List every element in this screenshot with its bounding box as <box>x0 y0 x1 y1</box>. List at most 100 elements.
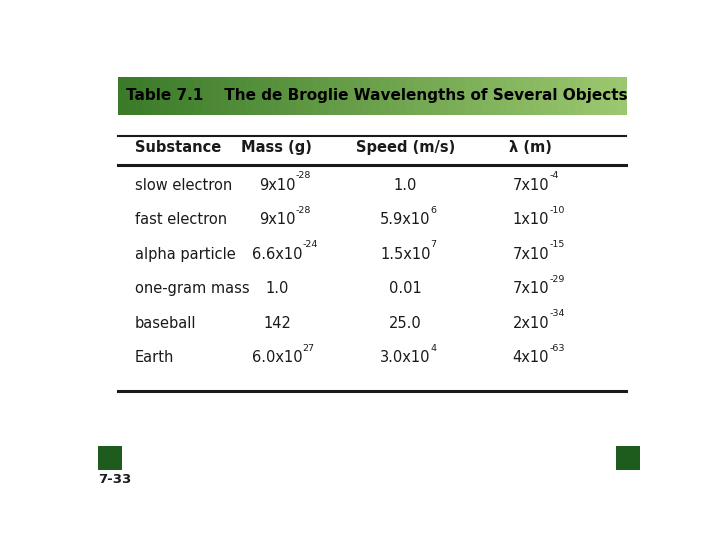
Text: Earth: Earth <box>135 350 174 366</box>
Bar <box>279 77 288 114</box>
Bar <box>583 77 593 114</box>
Bar <box>245 77 254 114</box>
Text: 27: 27 <box>302 343 314 353</box>
Text: 1.0: 1.0 <box>265 281 289 296</box>
Bar <box>220 77 229 114</box>
Text: -15: -15 <box>549 240 564 249</box>
Text: 6: 6 <box>431 206 436 214</box>
Bar <box>423 77 432 114</box>
Bar <box>304 77 314 114</box>
Bar <box>270 77 280 114</box>
Bar <box>380 77 390 114</box>
Text: λ (m): λ (m) <box>509 140 552 156</box>
Bar <box>211 77 220 114</box>
Bar <box>448 77 457 114</box>
Text: fast electron: fast electron <box>135 212 227 227</box>
Bar <box>592 77 601 114</box>
Bar <box>533 77 542 114</box>
Bar <box>168 77 179 114</box>
Bar <box>608 77 618 114</box>
Bar <box>312 77 322 114</box>
Bar <box>465 77 474 114</box>
Text: 6.0x10: 6.0x10 <box>251 350 302 366</box>
Text: -29: -29 <box>549 275 564 284</box>
Bar <box>118 77 127 114</box>
Text: -28: -28 <box>295 206 310 214</box>
Text: 4x10: 4x10 <box>513 350 549 366</box>
Bar <box>516 77 526 114</box>
Bar <box>228 77 238 114</box>
Text: 7x10: 7x10 <box>513 281 549 296</box>
Text: -10: -10 <box>549 206 564 214</box>
Bar <box>575 77 585 114</box>
Bar <box>194 77 204 114</box>
Bar <box>600 77 610 114</box>
Bar <box>287 77 297 114</box>
Text: 5.9x10: 5.9x10 <box>380 212 431 227</box>
Bar <box>364 77 373 114</box>
Text: 7x10: 7x10 <box>513 178 549 193</box>
Bar <box>355 77 364 114</box>
Bar <box>499 77 508 114</box>
Text: 1.0: 1.0 <box>394 178 417 193</box>
Text: 2x10: 2x10 <box>513 316 549 331</box>
Bar <box>617 77 627 114</box>
Bar <box>473 77 483 114</box>
Text: alpha particle: alpha particle <box>135 247 235 262</box>
Bar <box>321 77 330 114</box>
Bar <box>177 77 186 114</box>
Text: -34: -34 <box>549 309 564 318</box>
Bar <box>296 77 305 114</box>
Bar <box>372 77 382 114</box>
Text: 7x10: 7x10 <box>513 247 549 262</box>
Bar <box>616 446 639 470</box>
Bar <box>127 77 136 114</box>
Bar <box>414 77 423 114</box>
Bar <box>338 77 348 114</box>
Bar <box>507 77 517 114</box>
Bar <box>330 77 339 114</box>
Bar <box>549 77 559 114</box>
Bar <box>236 77 246 114</box>
Bar <box>482 77 491 114</box>
Bar <box>431 77 441 114</box>
Text: -4: -4 <box>549 171 559 180</box>
Bar <box>143 77 153 114</box>
Bar <box>186 77 195 114</box>
Bar <box>161 77 170 114</box>
Text: 6.6x10: 6.6x10 <box>252 247 302 262</box>
Text: -24: -24 <box>302 240 318 249</box>
Text: 25.0: 25.0 <box>389 316 422 331</box>
Text: 0.01: 0.01 <box>389 281 422 296</box>
Text: -28: -28 <box>295 171 310 180</box>
Bar <box>99 446 122 470</box>
Text: 1x10: 1x10 <box>513 212 549 227</box>
Bar <box>135 77 145 114</box>
Bar <box>202 77 212 114</box>
Text: baseball: baseball <box>135 316 196 331</box>
Bar <box>389 77 398 114</box>
Text: 4: 4 <box>431 343 436 353</box>
Text: Table 7.1    The de Broglie Wavelengths of Several Objects: Table 7.1 The de Broglie Wavelengths of … <box>126 89 628 104</box>
Text: 9x10: 9x10 <box>258 178 295 193</box>
Bar <box>253 77 263 114</box>
Bar <box>558 77 567 114</box>
Text: Speed (m/s): Speed (m/s) <box>356 140 455 156</box>
Bar <box>524 77 534 114</box>
Bar <box>152 77 161 114</box>
Text: Substance: Substance <box>135 140 221 156</box>
Text: 1.5x10: 1.5x10 <box>380 247 431 262</box>
Text: -63: -63 <box>549 343 564 353</box>
Text: 7: 7 <box>431 240 436 249</box>
Text: slow electron: slow electron <box>135 178 232 193</box>
Text: Mass (g): Mass (g) <box>241 140 312 156</box>
Bar <box>490 77 500 114</box>
Text: 142: 142 <box>263 316 291 331</box>
Bar <box>262 77 271 114</box>
Text: 3.0x10: 3.0x10 <box>380 350 431 366</box>
Bar <box>456 77 466 114</box>
Bar <box>439 77 449 114</box>
Bar <box>405 77 415 114</box>
Text: one-gram mass: one-gram mass <box>135 281 249 296</box>
Bar <box>346 77 356 114</box>
